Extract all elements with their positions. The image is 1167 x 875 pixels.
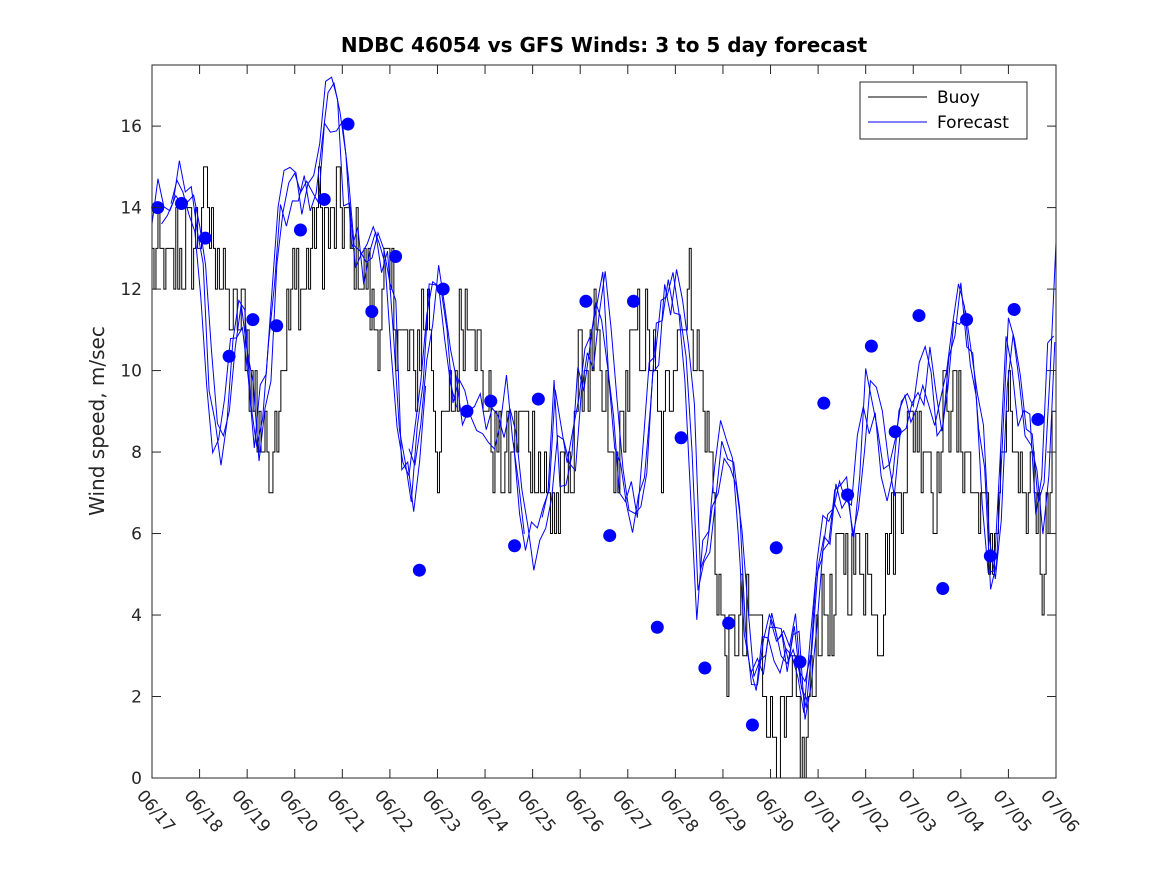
buoy-line <box>152 166 1057 779</box>
forecast-marker <box>484 394 498 408</box>
y-tick-label: 4 <box>131 606 142 626</box>
forecast-marker <box>270 319 284 333</box>
legend-box <box>859 81 1028 140</box>
plot-area <box>152 65 1056 778</box>
forecast-marker <box>246 313 260 327</box>
forecast-marker <box>936 582 950 596</box>
forecast-marker <box>412 563 426 577</box>
forecast-marker <box>460 404 474 418</box>
forecast-marker <box>864 339 878 353</box>
forecast-marker <box>531 392 545 406</box>
y-tick-label: 12 <box>120 280 142 300</box>
forecast-marker <box>341 117 355 131</box>
forecast-marker <box>722 616 736 630</box>
y-tick-label: 14 <box>120 199 142 219</box>
forecast-marker <box>793 655 807 669</box>
forecast-line <box>170 76 457 478</box>
forecast-marker <box>817 396 831 410</box>
forecast-marker <box>841 488 855 502</box>
forecast-markers <box>151 117 1045 732</box>
y-tick-label: 6 <box>131 525 142 545</box>
legend-buoy-label: Buoy <box>937 88 980 108</box>
y-tick-label: 16 <box>120 117 142 137</box>
forecast-marker <box>317 192 331 206</box>
forecast-marker <box>698 661 712 675</box>
y-axis: 0 2 4 6 8 10 12 14 16 <box>120 117 1056 789</box>
forecast-marker <box>508 539 522 553</box>
forecast-marker <box>888 425 902 439</box>
forecast-line <box>408 265 808 702</box>
forecast-line <box>161 81 525 534</box>
forecast-marker <box>1031 412 1045 426</box>
forecast-marker <box>674 431 688 445</box>
forecast-marker <box>436 282 450 296</box>
chart-title: NDBC 46054 vs GFS Winds: 3 to 5 day fore… <box>341 33 868 57</box>
forecast-series <box>151 76 1057 720</box>
forecast-line <box>151 120 427 512</box>
plot-frame <box>151 64 1057 779</box>
forecast-marker <box>745 718 759 732</box>
forecast-marker <box>293 223 307 237</box>
forecast-marker <box>389 249 403 263</box>
forecast-marker <box>912 309 926 323</box>
forecast-marker <box>579 294 593 308</box>
legend: Buoy Forecast <box>859 81 1028 140</box>
forecast-marker <box>650 620 664 634</box>
y-tick-label: 10 <box>120 362 142 382</box>
y-tick-label: 2 <box>131 688 142 708</box>
forecast-marker <box>365 304 379 318</box>
y-tick-label: 0 <box>131 769 142 789</box>
y-axis-label: Wind speed, m/sec <box>85 326 109 516</box>
forecast-marker <box>627 294 640 308</box>
forecast-marker <box>175 197 188 211</box>
forecast-line <box>770 242 1057 708</box>
forecast-line <box>751 309 1056 720</box>
buoy-series <box>152 166 1057 779</box>
forecast-marker <box>1007 302 1021 316</box>
forecast-marker <box>198 231 212 245</box>
forecast-marker <box>983 549 997 563</box>
forecast-marker <box>603 529 617 543</box>
legend-forecast-label: Forecast <box>937 113 1009 133</box>
forecast-marker <box>960 313 974 327</box>
forecast-marker <box>769 541 783 555</box>
forecast-line <box>541 272 1055 713</box>
y-tick-label: 8 <box>131 443 142 463</box>
forecast-marker <box>222 349 236 363</box>
